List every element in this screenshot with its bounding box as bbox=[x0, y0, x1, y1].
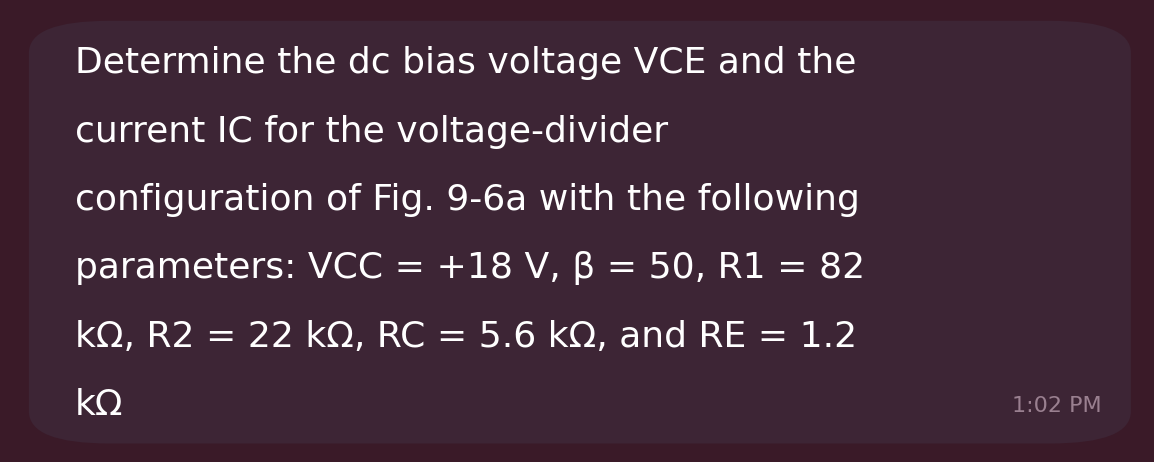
Text: Determine the dc bias voltage VCE and the: Determine the dc bias voltage VCE and th… bbox=[75, 46, 856, 80]
Text: kΩ, R2 = 22 kΩ, RC = 5.6 kΩ, and RE = 1.2: kΩ, R2 = 22 kΩ, RC = 5.6 kΩ, and RE = 1.… bbox=[75, 320, 857, 354]
Text: parameters: VCC = +18 V, β = 50, R1 = 82: parameters: VCC = +18 V, β = 50, R1 = 82 bbox=[75, 251, 866, 286]
Text: 1:02 PM: 1:02 PM bbox=[1012, 396, 1102, 416]
FancyBboxPatch shape bbox=[29, 21, 1131, 444]
Text: configuration of Fig. 9-6a with the following: configuration of Fig. 9-6a with the foll… bbox=[75, 183, 860, 217]
Text: current IC for the voltage-divider: current IC for the voltage-divider bbox=[75, 115, 668, 149]
Text: kΩ: kΩ bbox=[75, 388, 123, 422]
